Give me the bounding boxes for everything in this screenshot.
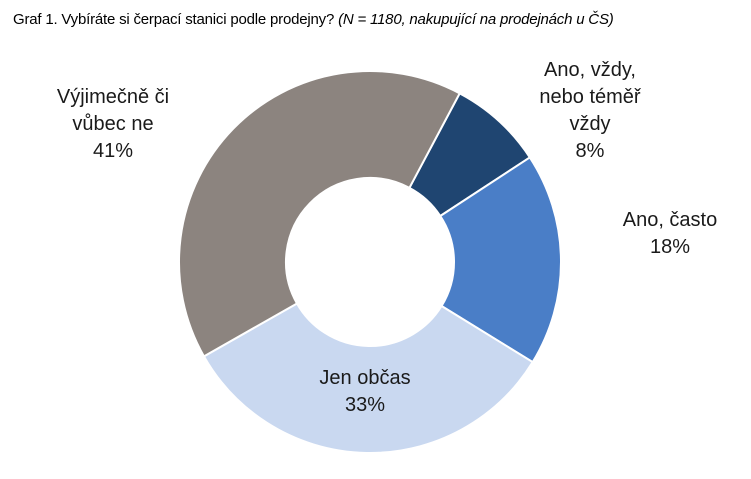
donut-slice-3 [178,70,461,358]
chart-title: Graf 1. Vybíráte si čerpací stanici podl… [13,10,614,30]
chart-title-main: Graf 1. Vybíráte si čerpací stanici podl… [13,11,335,28]
slice-label-ano-casto: Ano, často 18% [622,209,718,258]
chart-title-note: (N = 1180, nakupující na prodejnách u ČS… [338,11,614,28]
donut-slice-2 [202,302,534,454]
slice-label-vyjimecne-ci-vubec-ne: Výjimečně či vůbec ne 41% [56,86,170,162]
donut-slice-1 [439,156,562,364]
slice-label-ano-vzdy-nebo-temer-vzdy: Ano, vždy, nebo téměř vždy 8% [539,59,641,162]
slice-label-jen-obcas: Jen občas 33% [319,367,411,416]
